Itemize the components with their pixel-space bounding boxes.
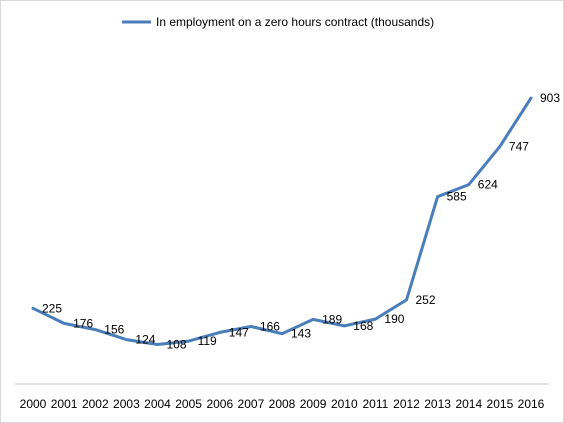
x-tick-label-2002: 2002 — [82, 397, 109, 411]
data-label-2007: 166 — [260, 320, 280, 334]
data-label-2000: 225 — [42, 301, 62, 315]
x-tick-label-2016: 2016 — [518, 397, 545, 411]
x-tick-label-2000: 2000 — [20, 397, 47, 411]
x-tick-label-2010: 2010 — [331, 397, 358, 411]
data-label-2008: 143 — [291, 327, 311, 341]
data-label-2009: 189 — [322, 312, 342, 326]
data-label-2011: 190 — [384, 312, 404, 326]
data-label-2002: 156 — [104, 323, 124, 337]
series-line — [31, 96, 533, 346]
x-tick-label-2014: 2014 — [455, 397, 482, 411]
x-tick-label-2004: 2004 — [144, 397, 171, 411]
x-tick-label-2009: 2009 — [300, 397, 327, 411]
data-label-2015: 747 — [509, 139, 529, 153]
x-tick-label-2011: 2011 — [362, 397, 388, 411]
x-tick-label-2013: 2013 — [424, 397, 451, 411]
x-tick-label-2003: 2003 — [113, 397, 140, 411]
data-label-2001: 176 — [73, 316, 93, 330]
data-label-2013: 585 — [447, 190, 467, 204]
x-tick-label-2001: 2001 — [51, 397, 78, 411]
x-tick-label-2005: 2005 — [175, 397, 202, 411]
data-label-2006: 147 — [229, 325, 249, 339]
x-tick-label-2007: 2007 — [238, 397, 265, 411]
data-labels: 225 176 156 124 108 119 147 166 143 189 168 190 252 5… — [42, 91, 560, 351]
x-tick-label-2015: 2015 — [487, 397, 514, 411]
data-label-2016: 903 — [540, 91, 560, 105]
chart-legend: In employment on a zero hours contract (… — [122, 15, 434, 29]
data-label-2014: 624 — [478, 178, 498, 192]
legend-label: In employment on a zero hours contract (… — [156, 15, 434, 29]
data-label-2012: 252 — [416, 293, 436, 307]
x-tick-label-2006: 2006 — [206, 397, 233, 411]
data-label-2003: 124 — [135, 333, 155, 347]
data-label-2010: 168 — [353, 319, 373, 333]
x-tick-label-2012: 2012 — [393, 397, 420, 411]
x-tick-label-2008: 2008 — [269, 397, 296, 411]
x-axis-tick-labels: 2000 2001 2002 2003 2004 2005 2006 2007 2008 2009… — [20, 397, 545, 411]
data-label-2005: 119 — [198, 334, 217, 348]
data-label-2004: 108 — [167, 338, 187, 352]
